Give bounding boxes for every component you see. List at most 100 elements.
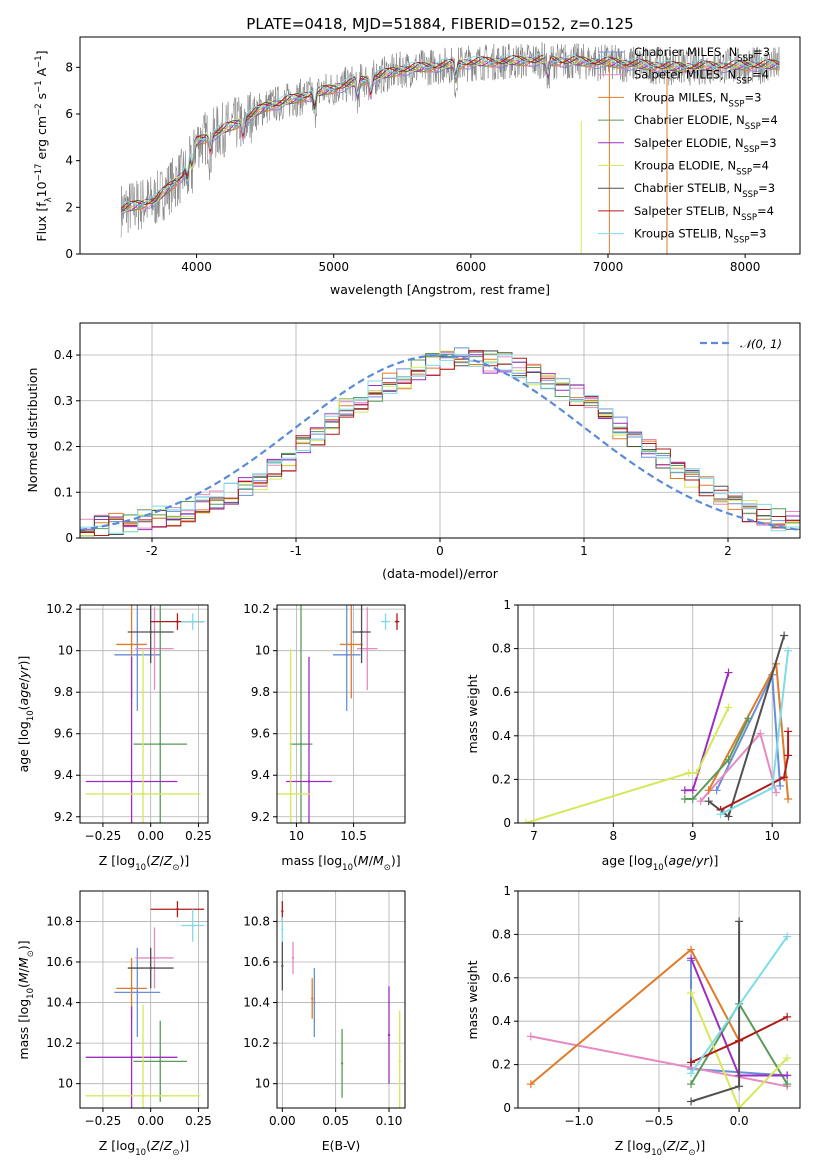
age-vs-mass-panel-ytick-label: 10: [255, 644, 270, 658]
legend-label: Kroupa STELIB, NSSP=3: [634, 227, 766, 246]
histogram-panel-xtick-label: -1: [290, 544, 302, 558]
age-vs-mass-panel: 10 10.5 9.2 9.4 9.6 9.8 10 10.2: [243, 602, 406, 843]
histogram-xlabel: (data-model)/error: [382, 566, 499, 581]
mass-weight-vs-age-panel-xtick-label: 7: [530, 829, 538, 843]
age-vs-Z-ylabel: age [log10(age/yr)]: [16, 656, 36, 773]
data-point: [299, 742, 303, 746]
mass-weight-vs-age-xlabel: age [log10(age/yr)]: [602, 853, 719, 873]
age-vs-Z-panel-ytick-label: 10: [58, 644, 73, 658]
data-point: [350, 643, 353, 646]
mass-vs-EBV-panel-ytick-label: 10: [255, 1077, 270, 1091]
legend-label: Kroupa ELODIE, NSSP=4: [634, 159, 769, 178]
spectrum-panel-frame: [79, 36, 801, 255]
mass-weight-vs-age-panel-plot-area: [521, 631, 793, 823]
age-vs-mass-panel-plot-area: [277, 605, 400, 823]
normal-curve: [80, 354, 800, 532]
histogram-panel-xtick-label: -2: [146, 544, 158, 558]
data-point: [130, 1056, 133, 1059]
data-point: [141, 1094, 145, 1098]
age-vs-Z-panel: −0.25 0.00 0.25 9.2 9.4 9.6 9.8 10 10.2: [46, 602, 212, 843]
legend-label: Kroupa MILES, NSSP=3: [634, 90, 761, 109]
data-point: [141, 792, 145, 796]
weight-line: [720, 731, 790, 811]
data-point: [149, 966, 152, 970]
legend-label: Chabrier STELIB, NSSP=3: [634, 181, 775, 200]
mass-vs-Z-panel-frame: [79, 890, 209, 1109]
spectrum-panel-ytick-label: 8: [65, 60, 73, 74]
histogram-step: [80, 353, 800, 534]
data-point: [345, 653, 348, 657]
mass-weight-vs-Z-panel-xtick-label: 0.0: [730, 1114, 749, 1128]
mass-vs-Z-panel-plot-area: [85, 901, 205, 1108]
mass-vs-EBV-panel-ytick-label: 10.4: [243, 996, 270, 1010]
mass-vs-EBV-panel-xtick-label: 0.00: [269, 1114, 296, 1128]
mass-vs-Z-panel-xtick-label: −0.25: [85, 1114, 122, 1128]
data-point: [281, 910, 284, 913]
spectrum-panel-ytick-label: 0: [65, 247, 73, 261]
mass-weight-vs-age-ylabel: mass weight: [465, 674, 480, 753]
spectrum-panel-ytick-label: 4: [65, 154, 73, 168]
age-vs-Z-panel-ytick-label: 9.2: [54, 810, 73, 824]
data-point: [149, 630, 152, 634]
data-point: [281, 928, 284, 931]
mass-weight-vs-age-panel-frame: [517, 604, 801, 824]
spectrum-panel: 4000 5000 6000 7000 8000 0 2 4 6 8: [65, 36, 801, 274]
mass-vs-EBV-panel-xtick-label: 0.10: [376, 1114, 403, 1128]
data-point: [136, 653, 139, 657]
data-point: [130, 987, 133, 990]
age-vs-Z-panel-plot-area: [85, 605, 205, 823]
spectrum-xlabel: wavelength [Angstrom, rest frame]: [330, 282, 550, 297]
mass-vs-EBV-panel-ytick-label: 10.6: [243, 955, 270, 969]
mass-weight-vs-age-panel: 7 8 9 10 0 0.2 0.4 0.6 0.8 1: [492, 598, 801, 843]
age-vs-mass-panel-ytick-label: 9.4: [251, 768, 270, 782]
mass-weight-vs-Z-panel: −1.0 −0.5 0.0 0 0.2 0.4 0.6 0.8 1: [492, 884, 801, 1128]
histogram-panel-xtick-label: 1: [580, 544, 588, 558]
mass-weight-vs-age-panel-ytick-label: 0.6: [492, 685, 511, 699]
age-vs-Z-xlabel: Z [log10(Z/Z⊙)]: [99, 853, 189, 873]
mass-weight-vs-Z-panel-xtick-label: −1.0: [564, 1114, 593, 1128]
figure-title: PLATE=0418, MJD=51884, FIBERID=0152, z=0…: [246, 15, 633, 33]
weight-line: [530, 948, 740, 1085]
data-point: [176, 908, 179, 911]
mass-vs-EBV-panel: 0.00 0.05 0.10 10 10.2 10.4 10.6 10.8: [243, 890, 406, 1128]
histogram-panel: -2 -1 0 1 2 0 0.1 0.2 0.3 0.4 𝒩(0, 1): [54, 322, 801, 558]
mass-weight-vs-age-panel-ytick-label: 0: [503, 816, 511, 830]
data-point: [176, 620, 179, 623]
spectrum-panel-xtick-label: 5000: [318, 260, 349, 274]
mass-weight-vs-age-panel-xtick-label: 9: [689, 829, 697, 843]
mass-vs-Z-panel-ytick-label: 10.8: [46, 914, 73, 928]
legend-label: Chabrier MILES, NSSP=3: [634, 45, 770, 64]
mass-weight-vs-age-panel-ytick-label: 0.8: [492, 642, 511, 656]
age-vs-Z-panel-ytick-label: 10.2: [46, 602, 73, 616]
mass-weight-vs-Z-panel-ytick-label: 0.4: [492, 1014, 511, 1028]
histogram-panel-ytick-label: 0.2: [54, 440, 73, 454]
legend-label: Chabrier ELODIE, NSSP=4: [634, 113, 778, 132]
spectrum-panel-xtick-label: 6000: [456, 260, 487, 274]
data-point: [387, 1033, 391, 1037]
spectrum-panel-plot-area: [120, 42, 780, 254]
age-vs-mass-xlabel: mass [log10(M/M⊙)]: [281, 853, 400, 873]
spectrum-panel-ytick-label: 2: [65, 200, 73, 214]
age-vs-Z-panel-xtick-label: −0.25: [85, 829, 122, 843]
mass-vs-Z-xlabel: Z [log10(Z/Z⊙)]: [99, 1138, 189, 1158]
mass-vs-EBV-panel-ytick-label: 10.2: [243, 1036, 270, 1050]
data-point: [311, 997, 314, 1000]
spectrum-model-line: [121, 56, 780, 213]
histogram-ylabel: Normed distribution: [25, 368, 40, 493]
age-vs-mass-panel-ytick-label: 9.6: [251, 727, 270, 741]
age-vs-Z-panel-ytick-label: 9.6: [54, 727, 73, 741]
histogram-panel-plot-area: [80, 347, 800, 537]
age-vs-Z-panel-xtick-label: 0.25: [185, 829, 212, 843]
legend-label: Salpeter STELIB, NSSP=4: [634, 204, 774, 223]
spectrum-panel-ytick-label: 6: [65, 107, 73, 121]
age-vs-mass-panel-xtick-label: 10: [289, 829, 304, 843]
spectrum-model-line: [120, 56, 780, 212]
data-point: [191, 924, 194, 927]
mass-weight-vs-age-panel-ytick-label: 1: [503, 598, 511, 612]
data-point: [281, 964, 284, 968]
mass-vs-Z-panel-ytick-label: 10.6: [46, 955, 73, 969]
mass-vs-Z-panel-xtick-label: 0.00: [137, 1114, 164, 1128]
age-vs-Z-panel-ytick-label: 9.8: [54, 685, 73, 699]
mass-weight-vs-Z-panel-plot-area: [526, 917, 792, 1108]
data-point: [340, 1062, 344, 1065]
